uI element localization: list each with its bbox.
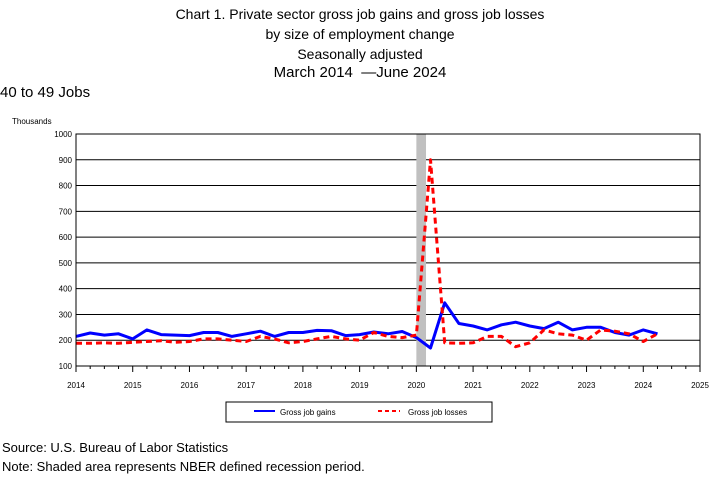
period-dash: — xyxy=(357,64,377,81)
recession-shading xyxy=(416,134,427,366)
y-tick-label: 800 xyxy=(59,182,73,191)
y-axis-units: Thousands xyxy=(12,117,52,126)
y-tick-label: 1000 xyxy=(54,130,72,139)
y-tick-label: 900 xyxy=(59,156,73,165)
y-tick-label: 700 xyxy=(59,207,73,216)
period-label: March 2014 —June 2024 xyxy=(0,64,720,82)
period-start: March 2014 xyxy=(273,64,353,81)
y-tick-label: 600 xyxy=(59,233,73,242)
y-tick-label: 400 xyxy=(59,285,73,294)
series-lines xyxy=(75,158,659,350)
x-tick-label: 2018 xyxy=(294,381,312,390)
x-tick-label: 2024 xyxy=(634,381,652,390)
y-tick-label: 100 xyxy=(59,362,73,371)
x-tick-label: 2015 xyxy=(124,381,142,390)
size-class-label: 40 to 49 Jobs xyxy=(0,84,91,101)
x-tick-label: 2021 xyxy=(464,381,482,390)
x-tick-label: 2014 xyxy=(67,381,85,390)
recession-note: Note: Shaded area represents NBER define… xyxy=(2,459,365,474)
legend: Gross job gains Gross job losses xyxy=(225,401,493,423)
period-end: June 2024 xyxy=(376,64,447,81)
axes: 100 200 300 400 500 600 700 800 900 1000 2014 2015 2… xyxy=(54,130,709,390)
seasonal-note: Seasonally adjusted xyxy=(297,46,423,62)
legend-gains-label: Gross job gains xyxy=(280,408,336,417)
gains-line xyxy=(75,301,658,350)
chart-title-block: Chart 1. Private sector gross job gains … xyxy=(0,4,720,82)
x-tick-label: 2016 xyxy=(181,381,199,390)
y-tick-label: 300 xyxy=(59,310,73,319)
x-tick-label: 2022 xyxy=(521,381,539,390)
x-tick-label: 2019 xyxy=(351,381,369,390)
y-tick-label: 500 xyxy=(59,259,73,268)
chart-title: Chart 1. Private sector gross job gains … xyxy=(175,6,545,22)
x-tick-label: 2023 xyxy=(578,381,596,390)
legend-losses-label: Gross job losses xyxy=(408,408,467,417)
recession-band xyxy=(416,134,427,366)
x-tick-label: 2025 xyxy=(691,381,709,390)
y-tick-label: 200 xyxy=(59,336,73,345)
x-tick-label: 2020 xyxy=(407,381,425,390)
chart-subtitle: by size of employment change xyxy=(265,26,455,42)
x-tick-label: 2017 xyxy=(237,381,255,390)
source-note: Source: U.S. Bureau of Labor Statistics xyxy=(2,440,229,455)
legend-box xyxy=(225,401,493,423)
losses-line xyxy=(76,158,659,349)
